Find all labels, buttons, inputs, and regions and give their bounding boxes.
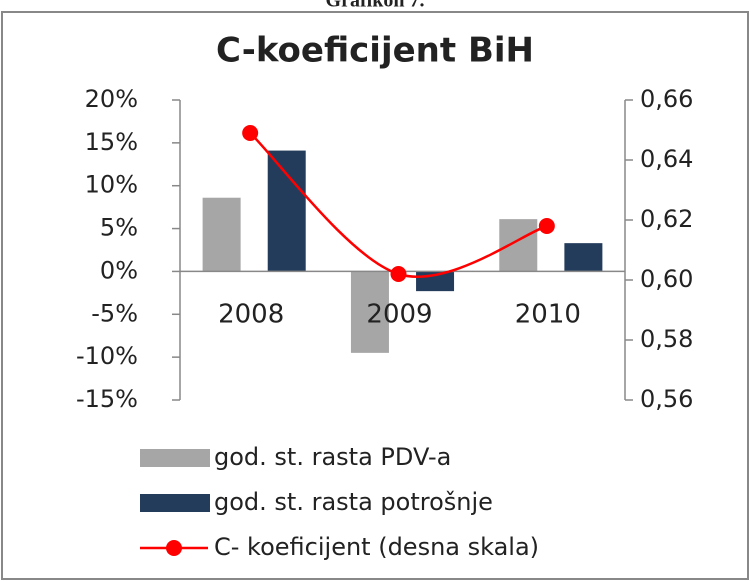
y-tick-label: 20% — [85, 85, 138, 113]
y2-tick-label: 0,60 — [640, 265, 693, 293]
legend-label: god. st. rasta potrošnje — [214, 488, 493, 516]
y-tick-label: -10% — [76, 342, 138, 370]
y-tick-label: -15% — [76, 385, 138, 413]
legend-swatch — [140, 449, 210, 467]
y-tick-label: 0% — [100, 256, 138, 284]
y2-tick-label: 0,64 — [640, 145, 693, 173]
chart-title: C-koeficijent BiH — [216, 31, 534, 71]
y-tick-label: 15% — [85, 128, 138, 156]
caption: Grafikon 7. — [326, 0, 425, 12]
line-marker — [390, 266, 407, 282]
bar — [499, 219, 538, 272]
x-tick-label: 2009 — [366, 300, 432, 330]
y2-tick-label: 0,56 — [640, 385, 693, 413]
bar — [564, 243, 603, 272]
y2-tick-label: 0,66 — [640, 85, 693, 113]
y2-tick-label: 0,58 — [640, 325, 693, 353]
x-tick-label: 2010 — [515, 300, 581, 330]
legend-swatch — [140, 494, 210, 512]
y-tick-label: 10% — [85, 171, 138, 199]
y-tick-label: -5% — [91, 299, 138, 327]
bar — [350, 271, 389, 353]
legend-label: god. st. rasta PDV-a — [214, 443, 451, 471]
legend-label: C- koeficijent (desna skala) — [214, 533, 539, 561]
bar — [202, 197, 241, 272]
y-tick-label: 5% — [100, 214, 138, 242]
bar — [267, 150, 306, 272]
legend-marker — [166, 540, 182, 556]
line-marker — [242, 125, 259, 141]
x-tick-label: 2008 — [218, 300, 284, 330]
line-marker — [538, 218, 555, 234]
y2-tick-label: 0,62 — [640, 205, 693, 233]
